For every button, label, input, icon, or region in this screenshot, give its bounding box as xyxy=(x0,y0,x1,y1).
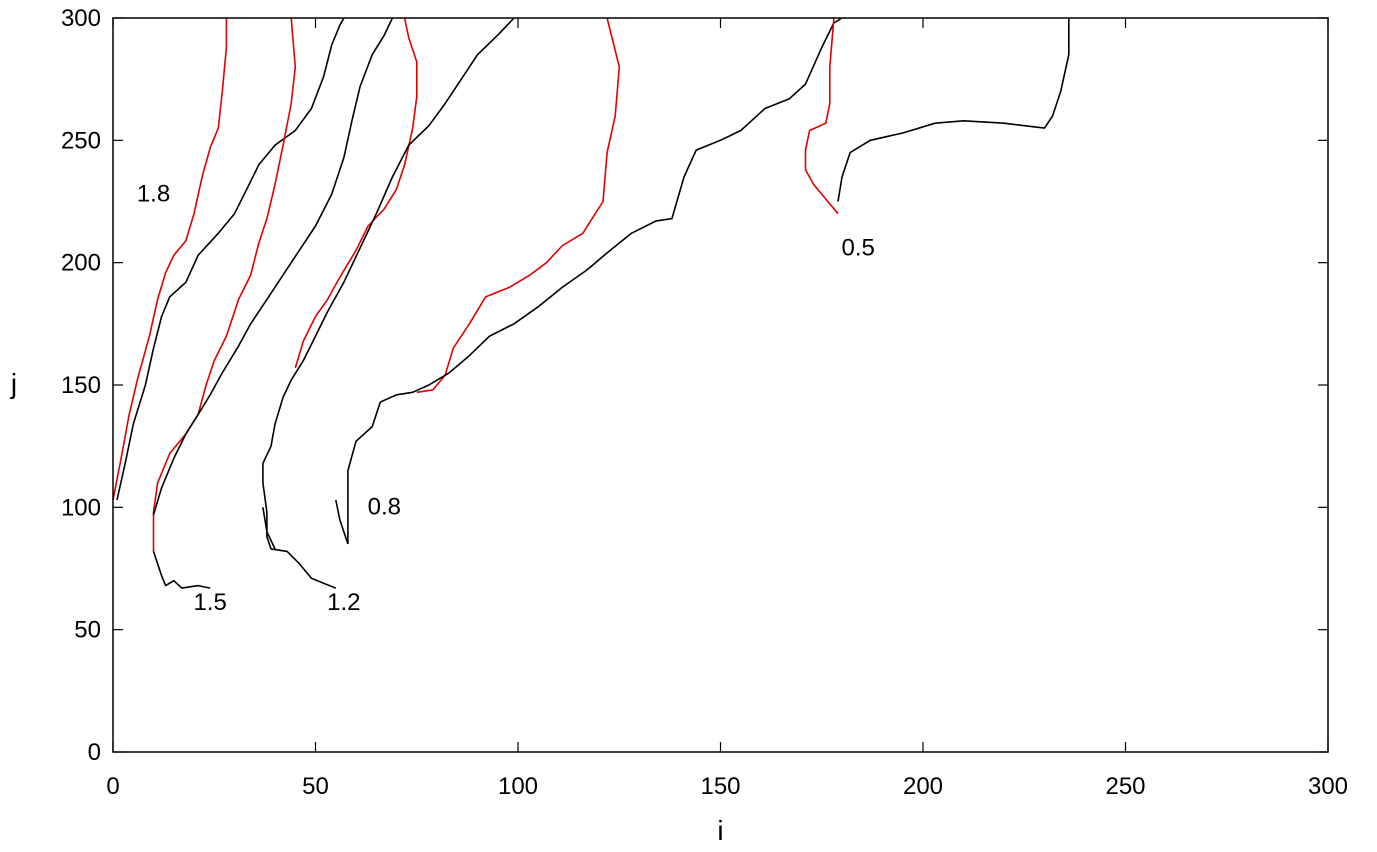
x-tick-label: 300 xyxy=(1308,773,1348,800)
contour-label: 0.8 xyxy=(368,494,401,521)
plot-frame xyxy=(112,17,1329,753)
contour-line-black-13 xyxy=(262,507,276,550)
contour-label: 1.5 xyxy=(194,589,227,616)
contour-line-black-6 xyxy=(262,17,515,464)
contour-line-red-10 xyxy=(804,17,839,215)
x-tick-label: 200 xyxy=(903,773,943,800)
x-tick-label: 150 xyxy=(700,773,740,800)
x-tick-label: 0 xyxy=(106,773,119,800)
y-tick-label: 50 xyxy=(74,617,101,644)
contour-label: 1.2 xyxy=(327,589,360,616)
contour-line-red-8 xyxy=(416,17,621,394)
contour-line-black-7 xyxy=(262,463,337,589)
contour-line-black-12 xyxy=(335,499,349,545)
y-tick-label: 0 xyxy=(88,739,101,766)
y-tick-label: 300 xyxy=(61,5,101,32)
y-axis-label: j xyxy=(10,368,17,399)
contour-line-red-5 xyxy=(294,17,418,369)
contour-line-red-0 xyxy=(112,18,228,501)
contour-line-black-11 xyxy=(837,18,1070,202)
contour-label: 1.8 xyxy=(137,181,170,208)
y-tick-label: 100 xyxy=(61,494,101,521)
axis-ticks: 0 50 100 150 200 250 300 0 50 100 150 200 250 300 xyxy=(61,5,1348,800)
plot-marks xyxy=(112,17,1070,589)
contour-line-red-2 xyxy=(152,17,297,552)
x-tick-label: 100 xyxy=(498,773,538,800)
x-tick-label: 250 xyxy=(1105,773,1145,800)
y-tick-label: 250 xyxy=(61,127,101,154)
x-tick-label: 50 xyxy=(302,773,329,800)
contour-label: 0.5 xyxy=(842,234,875,261)
y-tick-label: 150 xyxy=(61,372,101,399)
contour-line-black-1 xyxy=(116,17,345,501)
contour-line-black-3 xyxy=(152,551,211,589)
contour-line-black-9 xyxy=(347,17,843,544)
x-axis-label: i xyxy=(717,815,723,846)
contour-line-black-4 xyxy=(152,17,394,515)
y-tick-label: 200 xyxy=(61,250,101,277)
contour-labels: 1.8 1.5 1.2 0.8 0.5 xyxy=(137,181,875,617)
